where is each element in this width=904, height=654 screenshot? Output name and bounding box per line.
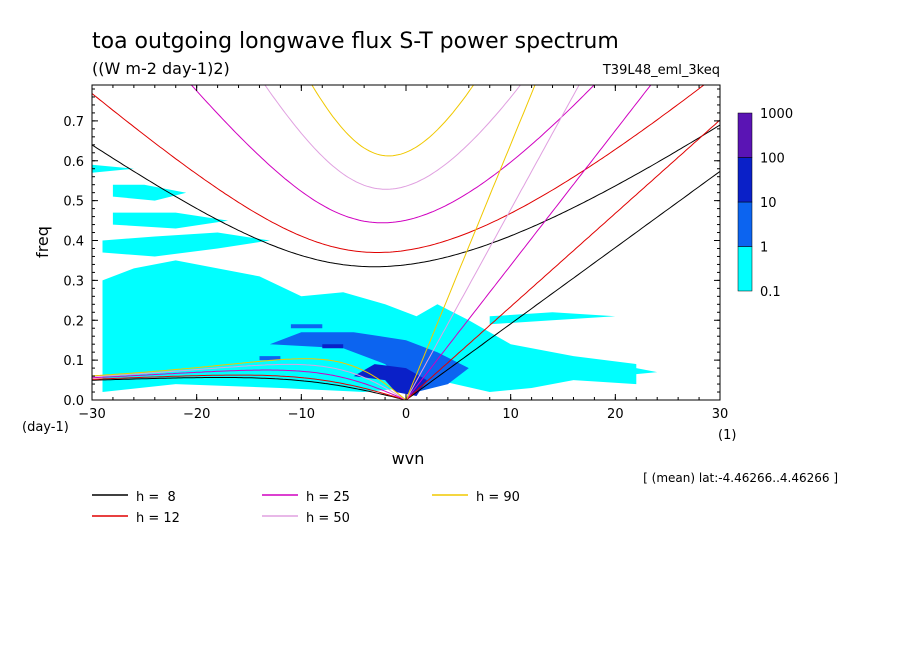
y-tick-label: 0.5: [63, 195, 84, 210]
x-tick-label: −20: [183, 407, 210, 422]
x-tick-label: 10: [502, 407, 519, 422]
dispersion-curve-h90: [311, 85, 475, 157]
dispersion-curve-h12: [92, 85, 705, 253]
x-unit-label: (1): [718, 428, 736, 443]
y-axis: 0.0 0.1 0.2 0.3 0.4 0.5 0.6 0.7: [63, 88, 720, 409]
chart-subtitle: ((W m-2 day-1)2): [92, 59, 230, 78]
dispersion-curve-h12: [92, 374, 407, 400]
legend-label: h = 50: [306, 511, 350, 526]
y-tick-label: 0.7: [63, 115, 84, 130]
contour-level-100: [322, 344, 344, 349]
colorbar-swatch: [737, 112, 753, 158]
x-tick-label: 20: [607, 407, 624, 422]
legend-label: h = 90: [476, 490, 520, 505]
x-tick-label: −30: [78, 407, 105, 422]
contour-level-1: [112, 212, 229, 229]
dispersion-curve-h25: [92, 369, 407, 400]
colorbar-label: 100: [760, 152, 785, 167]
y-tick-label: 0.2: [63, 314, 84, 329]
y-axis-title: freq: [33, 226, 52, 258]
dispersion-curve-h50: [92, 363, 407, 400]
dispersion-curve-h50: [405, 85, 580, 400]
y-unit-label: (day-1): [22, 420, 69, 435]
colorbar-label: 10: [760, 196, 777, 211]
y-tick-label: 0.3: [63, 274, 84, 289]
dispersion-curve-h8: [92, 124, 720, 268]
dispersion-curve-h12: [405, 119, 720, 400]
dispersion-curve-h8: [92, 377, 407, 400]
colorbar-swatch: [737, 246, 753, 292]
legend: h = 8 h = 12 h = 25 h = 50 h = 90: [92, 490, 520, 526]
contour-level-1: [102, 232, 270, 257]
legend-label: h = 25: [306, 490, 350, 505]
power-contours: [92, 164, 658, 396]
dataset-label: T39L48_eml_3keq: [602, 63, 720, 78]
x-axis-title: wvn: [392, 449, 425, 468]
dispersion-curve-h90: [405, 85, 536, 400]
contour-level-1: [102, 260, 637, 392]
colorbar: 0.1 1 10 100 1000: [737, 107, 793, 300]
contour-level-10: [290, 324, 323, 329]
colorbar-label: 0.1: [760, 285, 781, 300]
x-tick-label: 30: [712, 407, 729, 422]
colorbar-label: 1: [760, 241, 768, 256]
contour-level-1: [489, 312, 616, 325]
x-tick-label: −10: [288, 407, 315, 422]
contour-level-1: [112, 184, 187, 201]
y-tick-label: 0.1: [63, 354, 84, 369]
colorbar-label: 1000: [760, 107, 793, 122]
contour-level-1: [615, 368, 658, 377]
dispersion-curve-h90: [92, 358, 407, 400]
x-tick-label: 0: [402, 407, 410, 422]
contour-level-100: [353, 364, 427, 396]
dispersion-curve-h25: [405, 85, 652, 400]
dispersion-curve-h8: [405, 170, 720, 400]
legend-label: h = 12: [136, 511, 180, 526]
chart-title: toa outgoing longwave flux S-T power spe…: [92, 29, 619, 54]
contour-level-10: [259, 356, 281, 361]
dispersion-curve-h50: [264, 85, 522, 190]
y-tick-label: 0.0: [63, 394, 84, 409]
y-tick-label: 0.4: [63, 235, 84, 250]
y-tick-label: 0.6: [63, 155, 84, 170]
contour-level-1: [92, 164, 134, 173]
x-axis: −30 −20 −10 0 10 20 30: [78, 85, 728, 422]
colorbar-swatch: [737, 201, 753, 247]
colorbar-swatch: [737, 157, 753, 203]
legend-label: h = 8: [136, 490, 176, 505]
region-note: [ (mean) lat:-4.46266..4.46266 ]: [643, 471, 838, 485]
